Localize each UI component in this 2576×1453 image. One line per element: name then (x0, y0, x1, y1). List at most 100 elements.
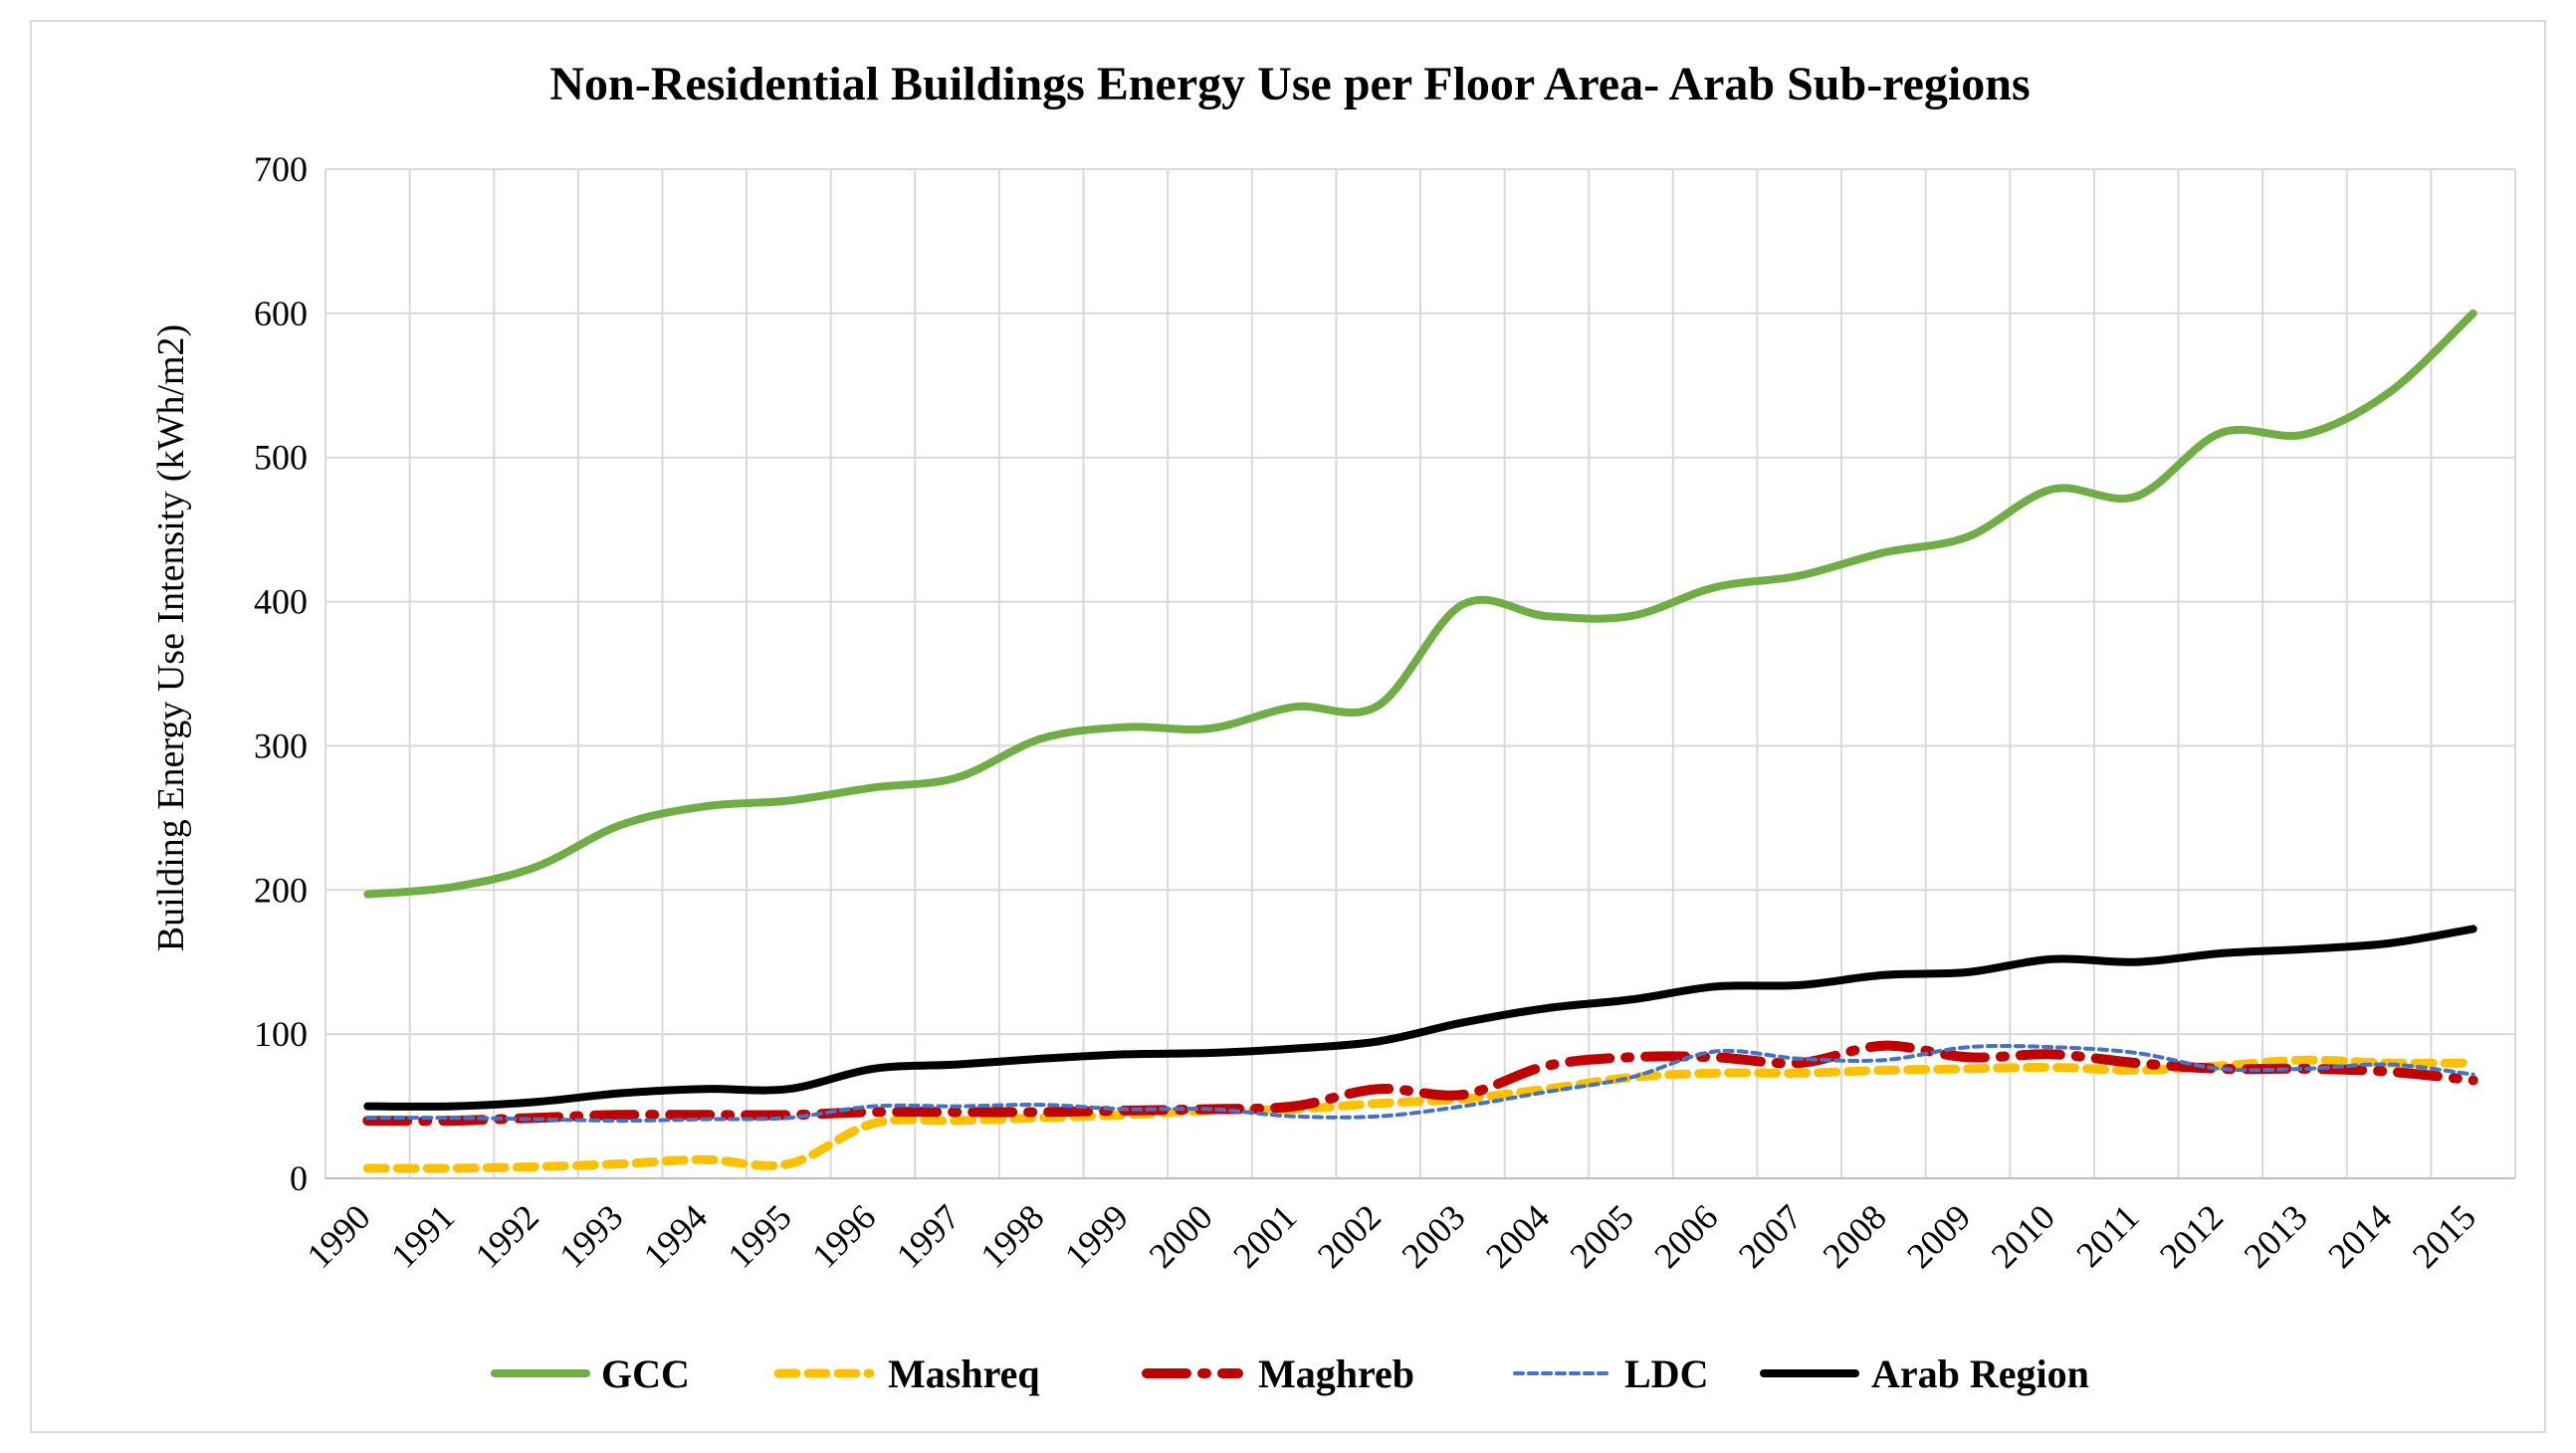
data-point (1713, 984, 1717, 988)
data-point (535, 1164, 538, 1168)
data-point (1460, 602, 1464, 606)
x-tick-label: 1998 (972, 1197, 1051, 1276)
data-point (786, 798, 790, 802)
data-point (1377, 704, 1381, 708)
data-point (1292, 1105, 1296, 1109)
data-point (1798, 573, 1802, 577)
x-tick-label: 2004 (1478, 1197, 1557, 1276)
legend-label: Mashreq (888, 1351, 1040, 1396)
data-point (2219, 1067, 2223, 1071)
x-tick-label: 2015 (2405, 1197, 2483, 1276)
x-axis-ticks: 1990 1991 1992 1993 1994 1995 1996 1997 1998 1999… (299, 1197, 2483, 1276)
data-point (1460, 1093, 1464, 1097)
data-point (1713, 585, 1717, 589)
data-point (871, 1110, 875, 1114)
data-point (2387, 391, 2391, 395)
x-tick-label: 1993 (551, 1197, 630, 1276)
data-point (618, 1092, 622, 1096)
legend-item-maghreb: Maghreb (1142, 1351, 1414, 1396)
data-point (871, 1122, 875, 1126)
y-tick-label: 100 (254, 1014, 308, 1054)
legend: GCC Mashreq Maghreb LDC Arab Region (491, 1351, 2089, 1396)
data-point (1292, 1115, 1296, 1119)
x-tick-label: 2007 (1731, 1197, 1810, 1276)
data-point (871, 785, 875, 789)
data-point (956, 1119, 960, 1123)
data-point (2302, 433, 2306, 437)
data-point (2050, 1045, 2054, 1049)
data-point (2471, 311, 2475, 315)
data-point (1966, 1045, 1970, 1049)
data-point (703, 804, 707, 808)
x-tick-label: 1995 (721, 1197, 799, 1276)
series-arab-region (363, 925, 2477, 1111)
y-axis-label: Building Energy Use Intensity (kWh/m2) (150, 324, 192, 951)
data-point (365, 1116, 369, 1120)
data-point (2387, 941, 2391, 945)
x-tick-label: 2010 (1984, 1197, 2062, 1276)
data-point (2387, 1070, 2391, 1074)
x-tick-label: 2006 (1646, 1197, 1725, 1276)
series-lines (362, 309, 2478, 1173)
data-point (2302, 947, 2306, 951)
data-point (2050, 1052, 2054, 1056)
data-point (1460, 1105, 1464, 1109)
legend-item-gcc: GCC (491, 1351, 690, 1396)
data-point (1292, 1047, 1296, 1051)
data-point (450, 885, 454, 889)
data-point (365, 1166, 369, 1170)
chart-frame: Non-Residential Buildings Energy Use per… (30, 20, 2546, 1433)
data-point (871, 1105, 875, 1109)
data-point (2134, 495, 2138, 499)
data-point (1124, 1107, 1128, 1111)
data-point (1881, 1058, 1885, 1062)
x-tick-label: 2002 (1310, 1197, 1389, 1276)
data-point (956, 1063, 960, 1067)
data-point (1966, 1055, 1970, 1059)
data-point (2134, 1051, 2138, 1055)
data-point (1207, 1107, 1211, 1111)
data-point (1881, 1068, 1885, 1072)
x-tick-label: 2009 (1899, 1197, 1978, 1276)
data-point (1124, 1052, 1128, 1056)
x-tick-label: 2000 (1142, 1197, 1220, 1276)
x-tick-label: 2005 (1563, 1197, 1641, 1276)
legend-item-arab-region: Arab Region (1760, 1351, 2089, 1396)
data-point (871, 1067, 875, 1071)
data-point (1798, 1071, 1802, 1075)
x-tick-label: 1990 (299, 1197, 377, 1276)
data-point (618, 1113, 622, 1117)
data-point (2471, 1078, 2475, 1082)
data-point (1798, 983, 1802, 987)
data-point (1966, 534, 1970, 538)
legend-item-mashreq: Mashreq (773, 1351, 1040, 1396)
data-point (535, 865, 538, 869)
data-point (2302, 1067, 2306, 1071)
series-line (362, 1055, 2478, 1173)
data-point (1545, 1006, 1549, 1010)
data-point (1377, 1087, 1381, 1091)
data-point (1798, 1057, 1802, 1061)
data-point (1881, 1044, 1885, 1048)
data-point (618, 823, 622, 827)
data-point (1039, 1057, 1043, 1061)
data-point (1207, 1051, 1211, 1055)
chart-title: Non-Residential Buildings Energy Use per… (549, 58, 2030, 110)
data-point (703, 1087, 707, 1091)
data-point (1545, 614, 1549, 618)
data-point (956, 1110, 960, 1114)
data-point (786, 1116, 790, 1120)
series-line (362, 1040, 2478, 1127)
data-point (703, 1118, 707, 1122)
x-tick-label: 2001 (1225, 1197, 1304, 1276)
series-gcc (363, 309, 2477, 899)
data-point (2471, 927, 2475, 931)
data-point (2050, 1065, 2054, 1069)
data-point (1629, 614, 1633, 618)
data-point (2134, 960, 2138, 964)
data-point (365, 893, 369, 897)
x-tick-label: 1999 (1057, 1197, 1136, 1276)
data-point (956, 775, 960, 779)
data-point (535, 1100, 538, 1104)
y-tick-label: 500 (254, 438, 308, 478)
